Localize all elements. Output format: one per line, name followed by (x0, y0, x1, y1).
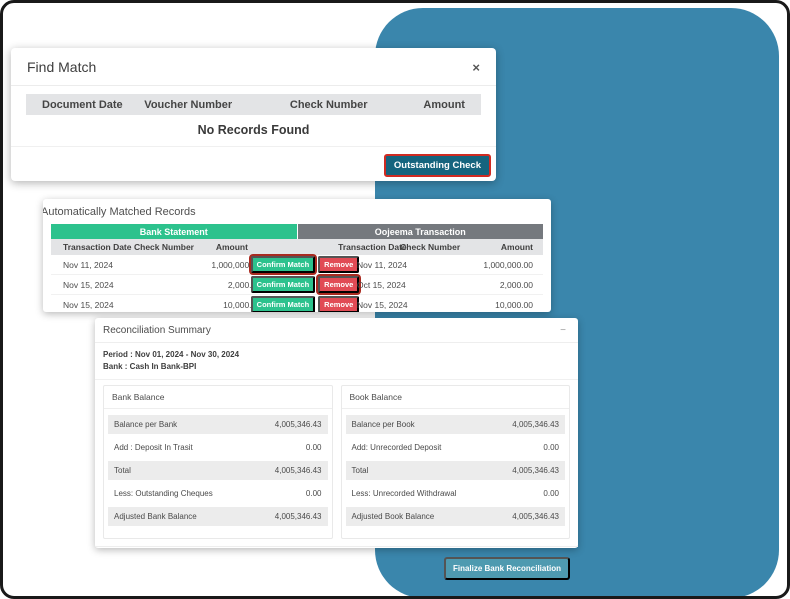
bank-amount: 1,000,000.00 (211, 259, 261, 270)
remove-button[interactable]: Remove (318, 256, 360, 273)
book-transaction-date: Nov 15, 2024 (357, 299, 408, 310)
matched-records-column-header: Transaction Date Check Number Amount Tra… (51, 239, 543, 255)
balance-value: 4,005,346.43 (274, 419, 322, 429)
balance-label: Adjusted Bank Balance (114, 511, 197, 521)
book-amount: 10,000.00 (495, 299, 533, 310)
column-book-transaction-date: Transaction Date (338, 242, 407, 252)
book-transaction-date: Oct 15, 2024 (357, 279, 406, 290)
find-match-dialog: Find Match × Document Date Voucher Numbe… (11, 48, 496, 181)
reconciliation-footer: Finalize Bank Reconciliation (95, 545, 578, 580)
balance-label: Less: Unrecorded Withdrawal (351, 488, 457, 498)
matched-row-1: Nov 11, 2024 1,000,000.00 Confirm Match … (51, 255, 543, 275)
balance-value: 4,005,346.43 (512, 465, 559, 475)
period-label: Period : Nov 01, 2024 - Nov 30, 2024 (103, 350, 240, 359)
book-balance-title: Book Balance (341, 386, 569, 409)
matched-row-3: Nov 15, 2024 10,000.00 Confirm Match Rem… (51, 295, 543, 312)
row-actions: Confirm Match Remove (250, 256, 360, 273)
reconciliation-summary-header: Reconciliation Summary − (95, 318, 578, 343)
finalize-bank-reconciliation-button[interactable]: Finalize Bank Reconciliation (443, 556, 570, 580)
balance-value: 0.00 (543, 442, 559, 452)
book-transaction-date: Nov 11, 2024 (357, 259, 407, 270)
column-bank-transaction-date: Transaction Date (63, 242, 132, 252)
confirm-match-button[interactable]: Confirm Match (250, 296, 316, 312)
balance-row: Adjusted Book Balance 4,005,346.43 (345, 506, 565, 526)
column-book-amount: Amount (500, 242, 534, 252)
balance-row: Less: Unrecorded Withdrawal 0.00 (346, 484, 566, 503)
balance-row: Total 4,005,346.43 (345, 460, 565, 480)
find-match-title: Find Match (27, 59, 97, 75)
reconciliation-summary-title: Reconciliation Summary (103, 325, 211, 336)
matched-records-tab-bar: Bank Statement Oojeema Transaction (51, 224, 543, 239)
outstanding-check-button[interactable]: Outstanding Check (383, 154, 491, 177)
matched-row-2: Nov 15, 2024 2,000.00 Confirm Match Remo… (51, 275, 543, 295)
balance-label: Less: Outstanding Cheques (114, 488, 213, 498)
balance-cards: Bank Balance Balance per Bank 4,005,346.… (95, 380, 578, 539)
balance-label: Adjusted Book Balance (351, 511, 435, 521)
column-book-check-number: Check Number (400, 242, 461, 252)
matched-records-panel: Automatically Matched Records Bank State… (43, 199, 551, 312)
column-amount: Amount (423, 98, 465, 111)
reconciliation-meta: Period : Nov 01, 2024 - Nov 30, 2024 Ban… (95, 343, 578, 380)
remove-button[interactable]: Remove (318, 276, 360, 293)
tab-bank-statement[interactable]: Bank Statement (51, 224, 297, 239)
bank-amount: 10,000.00 (223, 299, 261, 310)
balance-value: 0.00 (305, 488, 322, 498)
matched-records-title: Automatically Matched Records (43, 206, 196, 218)
balance-label: Add: Unrecorded Deposit (351, 442, 442, 452)
balance-value: 0.00 (543, 488, 559, 498)
tab-oojeema-transaction[interactable]: Oojeema Transaction (297, 224, 543, 239)
balance-value: 4,005,346.43 (512, 511, 559, 521)
bank-transaction-date: Nov 11, 2024 (63, 259, 113, 270)
bank-transaction-date: Nov 15, 2024 (63, 279, 114, 290)
bank-balance-card: Bank Balance Balance per Bank 4,005,346.… (103, 384, 333, 539)
no-records-message: No Records Found (11, 115, 496, 147)
bank-label: Bank : Cash In Bank-BPI (103, 362, 197, 372)
bank-transaction-date: Nov 15, 2024 (63, 299, 114, 310)
book-balance-card: Book Balance Balance per Book 4,005,346.… (340, 384, 570, 539)
balance-row: Balance per Bank 4,005,346.43 (108, 414, 328, 434)
close-icon[interactable]: × (472, 59, 480, 75)
row-actions: Confirm Match Remove (250, 276, 360, 293)
balance-label: Balance per Bank (114, 419, 178, 429)
find-match-table-header: Document Date Voucher Number Check Numbe… (26, 94, 481, 115)
column-document-date: Document Date (42, 98, 123, 111)
row-actions: Confirm Match Remove (250, 296, 360, 312)
balance-row: Adjusted Bank Balance 4,005,346.43 (108, 506, 328, 526)
book-amount: 1,000,000.00 (483, 259, 533, 270)
column-bank-amount: Amount (215, 242, 248, 252)
book-amount: 2,000.00 (499, 279, 533, 290)
bank-balance-title: Bank Balance (104, 386, 332, 409)
confirm-match-button[interactable]: Confirm Match (250, 256, 316, 273)
find-match-footer: Outstanding Check (11, 147, 496, 177)
balance-row: Add : Deposit In Trasit 0.00 (108, 438, 328, 457)
collapse-icon[interactable]: − (560, 324, 566, 336)
balance-value: 0.00 (305, 442, 322, 452)
balance-row: Total 4,005,346.43 (108, 460, 328, 480)
column-voucher-number: Voucher Number (144, 98, 233, 111)
find-match-header: Find Match × (11, 48, 496, 86)
balance-value: 4,005,346.43 (512, 419, 559, 429)
balance-value: 4,005,346.43 (274, 511, 322, 521)
reconciliation-summary-panel: Reconciliation Summary − Period : Nov 01… (95, 318, 578, 580)
column-check-number: Check Number (289, 98, 368, 111)
remove-button[interactable]: Remove (318, 296, 360, 312)
balance-row: Balance per Book 4,005,346.43 (345, 414, 565, 434)
balance-row: Add: Unrecorded Deposit 0.00 (346, 438, 566, 457)
balance-row: Less: Outstanding Cheques 0.00 (108, 484, 328, 503)
balance-label: Total (114, 465, 131, 475)
balance-value: 4,005,346.43 (274, 465, 322, 475)
bank-amount: 2,000.00 (227, 279, 261, 290)
confirm-match-button[interactable]: Confirm Match (250, 276, 316, 293)
balance-label: Total (351, 465, 369, 475)
balance-label: Add : Deposit In Trasit (114, 442, 193, 452)
column-bank-check-number: Check Number (133, 242, 194, 252)
balance-label: Balance per Book (351, 419, 415, 429)
